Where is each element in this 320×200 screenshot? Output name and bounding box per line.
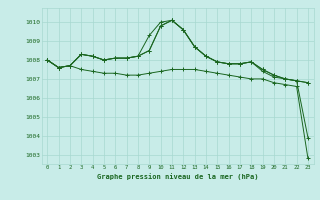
- X-axis label: Graphe pression niveau de la mer (hPa): Graphe pression niveau de la mer (hPa): [97, 173, 258, 180]
